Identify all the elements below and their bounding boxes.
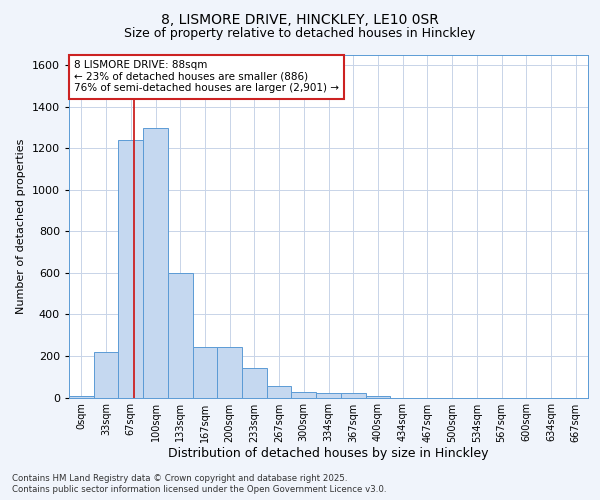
Y-axis label: Number of detached properties: Number of detached properties	[16, 138, 26, 314]
Bar	[168, 273, 193, 398]
Bar	[341, 394, 365, 398]
Bar	[267, 386, 292, 398]
Bar	[217, 346, 242, 398]
Bar	[69, 396, 94, 398]
Text: Size of property relative to detached houses in Hinckley: Size of property relative to detached ho…	[124, 28, 476, 40]
Bar	[365, 396, 390, 398]
Text: Contains HM Land Registry data © Crown copyright and database right 2025.: Contains HM Land Registry data © Crown c…	[12, 474, 347, 483]
Text: 8 LISMORE DRIVE: 88sqm
← 23% of detached houses are smaller (886)
76% of semi-de: 8 LISMORE DRIVE: 88sqm ← 23% of detached…	[74, 60, 339, 94]
Bar	[193, 346, 217, 398]
Bar	[316, 394, 341, 398]
Bar	[143, 128, 168, 398]
Text: Contains public sector information licensed under the Open Government Licence v3: Contains public sector information licen…	[12, 486, 386, 494]
Bar	[94, 352, 118, 398]
X-axis label: Distribution of detached houses by size in Hinckley: Distribution of detached houses by size …	[168, 448, 489, 460]
Text: 8, LISMORE DRIVE, HINCKLEY, LE10 0SR: 8, LISMORE DRIVE, HINCKLEY, LE10 0SR	[161, 12, 439, 26]
Bar	[118, 140, 143, 398]
Bar	[292, 392, 316, 398]
Bar	[242, 368, 267, 398]
